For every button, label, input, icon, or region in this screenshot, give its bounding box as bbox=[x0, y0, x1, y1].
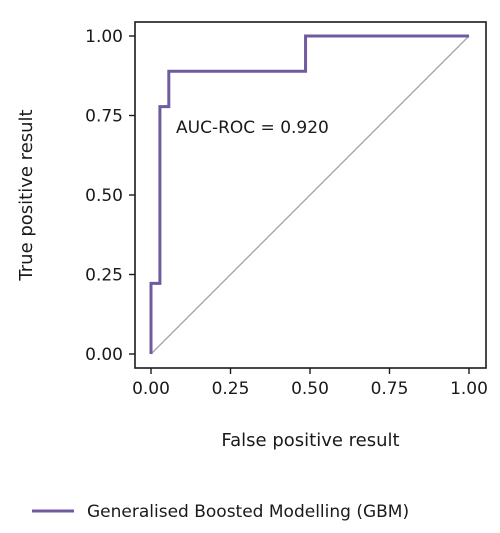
reference-diagonal bbox=[150, 35, 470, 355]
y-tick-label: 0.25 bbox=[85, 266, 123, 286]
y-axis-title: True positive result bbox=[16, 109, 37, 281]
x-tick-label: 0.75 bbox=[371, 379, 409, 399]
auc-annotation: AUC-ROC = 0.920 bbox=[176, 118, 329, 138]
y-tick-label: 0.75 bbox=[85, 107, 123, 127]
y-tick-label: 1.00 bbox=[85, 27, 123, 47]
roc-curve-series-0 bbox=[149, 34, 469, 354]
x-tick-label: 0.50 bbox=[291, 379, 329, 399]
x-axis: 0.00 0.25 0.50 0.75 1.00 bbox=[132, 368, 488, 399]
x-tick-label: 0.00 bbox=[132, 379, 170, 399]
legend: Generalised Boosted Modelling (GBM) bbox=[32, 502, 409, 522]
x-tick-label: 1.00 bbox=[450, 379, 488, 399]
plot-area bbox=[134, 21, 487, 369]
legend-label-gbm: Generalised Boosted Modelling (GBM) bbox=[87, 502, 409, 522]
y-axis: 0.00 0.25 0.50 0.75 1.00 bbox=[85, 27, 135, 365]
y-tick-label: 0.50 bbox=[85, 186, 123, 206]
x-tick-label: 0.25 bbox=[212, 379, 250, 399]
y-tick-label: 0.00 bbox=[85, 345, 123, 365]
x-axis-title: False positive result bbox=[221, 430, 399, 451]
